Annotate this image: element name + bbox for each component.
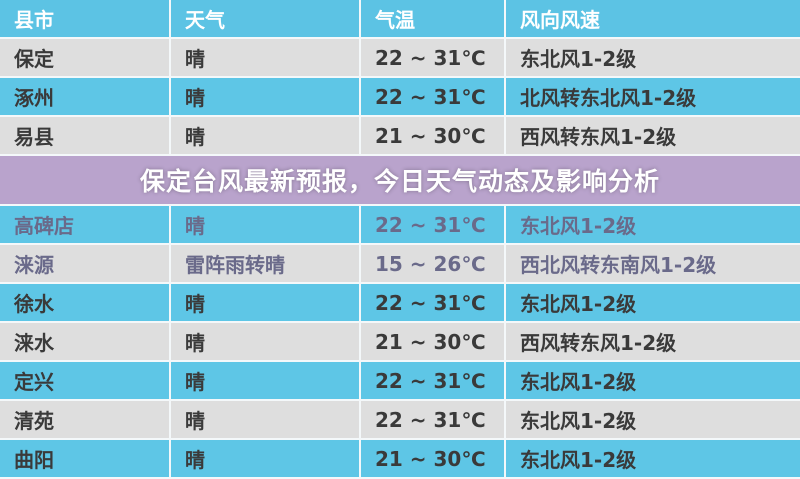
cell-temperature: 21 ~ 30℃ [361, 440, 506, 477]
table-row: 易县晴 21 ~ 30℃ 西风转东风1-2级 [0, 117, 800, 156]
cell-county: 徐水 [0, 284, 171, 321]
cell-wind: 西风转东风1-2级 [520, 125, 677, 149]
cell-county: 曲阳 [0, 440, 171, 477]
table-row: 徐水晴 22 ~ 31℃ 东北风1-2级 [0, 284, 800, 323]
cell-wind: 东北风1-2级 [520, 47, 637, 71]
cell-weather: 雷阵雨转晴 [171, 245, 361, 282]
cell-wind: 东北风1-2级 [520, 409, 637, 433]
cell-county: 高碑店 [0, 206, 171, 243]
page-title: 保定台风最新预报，今日天气动态及影响分析 [139, 167, 660, 196]
cell-county: 涞源 [0, 245, 171, 282]
cell-temperature: 22 ~ 31℃ [361, 39, 506, 76]
cell-wind: 西风转东风1-2级 [520, 331, 677, 355]
table-header: 县市 天气 气温 风向风速 [0, 0, 800, 39]
cell-temperature: 21 ~ 30℃ [361, 323, 506, 360]
cell-wind: 东北风1-2级 [520, 214, 637, 238]
cell-wind: 东北风1-2级 [520, 448, 637, 472]
cell-weather: 晴 [171, 362, 361, 399]
cell-weather: 晴 [171, 440, 361, 477]
cell-wind: 北风转东北风1-2级 [520, 86, 697, 110]
cell-temperature: 22 ~ 31℃ [361, 284, 506, 321]
table-row: 曲阳晴 21 ~ 30℃ 东北风1-2级 [0, 440, 800, 479]
cell-county: 易县 [0, 117, 171, 154]
cell-temperature: 22 ~ 31℃ [361, 362, 506, 399]
table-row: 涿州晴 22 ~ 31℃ 北风转东北风1-2级 [0, 78, 800, 117]
title-banner: 保定台风最新预报，今日天气动态及影响分析 [0, 156, 800, 206]
cell-wind: 西北风转东南风1-2级 [520, 253, 717, 277]
cell-temperature: 21 ~ 30℃ [361, 117, 506, 154]
cell-county: 涞水 [0, 323, 171, 360]
table-row: 高碑店晴 22 ~ 31℃ 东北风1-2级 [0, 206, 800, 245]
cell-wind: 东北风1-2级 [520, 292, 637, 316]
cell-weather: 晴 [171, 401, 361, 438]
table-row: 涞源 雷阵雨转晴 15 ~ 26℃ 西北风转东南风1-2级 [0, 245, 800, 284]
cell-weather: 晴 [171, 78, 361, 115]
cell-temperature: 15 ~ 26℃ [361, 245, 506, 282]
cell-county: 清苑 [0, 401, 171, 438]
cell-temperature: 22 ~ 31℃ [361, 401, 506, 438]
cell-county: 涿州 [0, 78, 171, 115]
cell-weather: 晴 [171, 323, 361, 360]
header-county: 县市 [0, 0, 171, 37]
table-row: 定兴晴 22 ~ 31℃ 东北风1-2级 [0, 362, 800, 401]
cell-wind: 东北风1-2级 [520, 370, 637, 394]
cell-weather: 晴 [171, 284, 361, 321]
cell-county: 定兴 [0, 362, 171, 399]
table-row: 清苑晴 22 ~ 31℃ 东北风1-2级 [0, 401, 800, 440]
header-wind: 风向风速 [520, 8, 600, 32]
header-weather: 天气 [171, 0, 361, 37]
cell-temperature: 22 ~ 31℃ [361, 206, 506, 243]
cell-weather: 晴 [171, 117, 361, 154]
table-row: 保定晴 22 ~ 31℃ 东北风1-2级 [0, 39, 800, 78]
table-row: 涞水晴 21 ~ 30℃ 西风转东风1-2级 [0, 323, 800, 362]
cell-weather: 晴 [171, 206, 361, 243]
cell-county: 保定 [0, 39, 171, 76]
cell-temperature: 22 ~ 31℃ [361, 78, 506, 115]
header-temperature: 气温 [361, 0, 506, 37]
cell-weather: 晴 [171, 39, 361, 76]
